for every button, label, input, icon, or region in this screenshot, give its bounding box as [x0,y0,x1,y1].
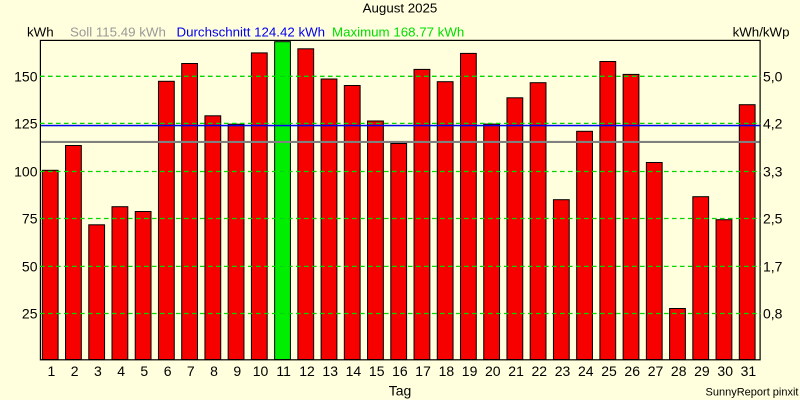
svg-text:16: 16 [392,363,408,379]
svg-text:28: 28 [671,363,687,379]
svg-text:29: 29 [694,363,710,379]
svg-text:1: 1 [48,363,56,379]
svg-text:3: 3 [94,363,102,379]
svg-text:25: 25 [601,363,617,379]
svg-text:3,3: 3,3 [763,164,783,180]
svg-text:31: 31 [741,363,757,379]
svg-text:24: 24 [578,363,594,379]
svg-text:August 2025: August 2025 [363,1,438,16]
svg-text:125: 125 [14,116,38,132]
svg-text:11: 11 [276,363,291,379]
svg-text:2,5: 2,5 [763,211,783,227]
svg-text:6: 6 [164,363,172,379]
svg-text:Soll 115.49 kWh: Soll 115.49 kWh [70,25,166,40]
svg-text:27: 27 [648,363,664,379]
svg-text:7: 7 [187,363,195,379]
svg-text:20: 20 [485,363,501,379]
svg-text:1,7: 1,7 [763,259,783,275]
svg-text:Maximum 168.77 kWh: Maximum 168.77 kWh [332,25,464,40]
svg-text:150: 150 [14,68,38,84]
svg-text:21: 21 [508,363,524,379]
svg-text:0,8: 0,8 [763,306,783,322]
svg-text:100: 100 [14,164,38,180]
svg-text:4,2: 4,2 [763,116,783,132]
svg-text:22: 22 [532,363,548,379]
svg-text:8: 8 [210,363,218,379]
svg-text:Tag: Tag [389,383,412,399]
svg-text:2: 2 [71,363,79,379]
svg-text:19: 19 [462,363,478,379]
svg-text:12: 12 [299,363,315,379]
svg-text:17: 17 [415,363,431,379]
svg-text:kWh/kWp: kWh/kWp [733,25,790,40]
svg-text:10: 10 [253,363,269,379]
svg-text:30: 30 [717,363,733,379]
svg-text:5: 5 [140,363,148,379]
svg-text:9: 9 [233,363,241,379]
svg-text:75: 75 [22,211,38,227]
svg-text:14: 14 [346,363,362,379]
svg-text:5,0: 5,0 [763,68,783,84]
svg-text:kWh: kWh [27,25,54,40]
svg-text:18: 18 [439,363,455,379]
svg-text:4: 4 [117,363,125,379]
svg-text:SunnyReport pinxit: SunnyReport pinxit [706,387,799,399]
svg-text:13: 13 [322,363,338,379]
svg-text:15: 15 [369,363,385,379]
svg-text:50: 50 [22,259,38,275]
svg-text:23: 23 [555,363,571,379]
svg-text:Durchschnitt 124.42 kWh: Durchschnitt 124.42 kWh [177,25,326,40]
svg-text:26: 26 [624,363,640,379]
svg-text:25: 25 [22,306,38,322]
